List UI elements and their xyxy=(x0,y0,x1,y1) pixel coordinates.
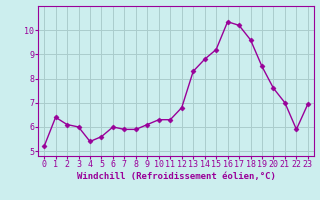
X-axis label: Windchill (Refroidissement éolien,°C): Windchill (Refroidissement éolien,°C) xyxy=(76,172,276,181)
